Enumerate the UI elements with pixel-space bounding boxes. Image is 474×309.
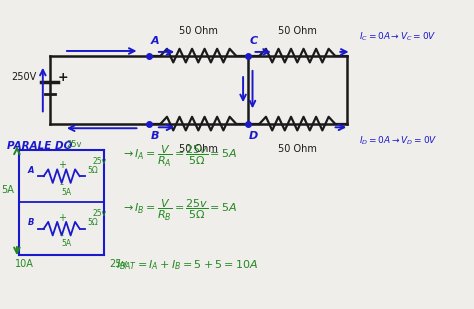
Text: 25v: 25v <box>109 259 127 269</box>
Text: A: A <box>151 36 160 46</box>
Text: B: B <box>28 218 34 227</box>
Text: 250V: 250V <box>11 72 36 82</box>
Text: 50 Ohm: 50 Ohm <box>278 26 317 36</box>
Text: C: C <box>249 36 257 46</box>
Text: 5Ω: 5Ω <box>88 166 98 175</box>
Text: -: - <box>60 179 64 189</box>
Text: 5Ω: 5Ω <box>88 218 98 227</box>
Text: A: A <box>28 166 34 175</box>
Text: 10A: 10A <box>15 259 33 269</box>
Text: $I_C=0A \rightarrow V_C= 0V$: $I_C=0A \rightarrow V_C= 0V$ <box>358 31 436 43</box>
Text: 50 Ohm: 50 Ohm <box>278 144 317 154</box>
Text: $\rightarrow I_A = \dfrac{V}{R_A} = \dfrac{25v}{5\Omega} = 5A$: $\rightarrow I_A = \dfrac{V}{R_A} = \dfr… <box>120 144 237 169</box>
Text: +: + <box>58 213 66 223</box>
Text: 5A: 5A <box>61 188 72 197</box>
Text: PARALE DO: PARALE DO <box>8 141 73 150</box>
Text: B: B <box>151 131 160 141</box>
Text: $I_{BAT} = I_A + I_B = 5+5 = 10A$: $I_{BAT} = I_A + I_B = 5+5 = 10A$ <box>116 258 258 272</box>
Text: $I_D=0A \rightarrow V_D= 0V$: $I_D=0A \rightarrow V_D= 0V$ <box>358 134 437 147</box>
Text: 5A: 5A <box>1 185 14 195</box>
Text: 25v: 25v <box>92 157 107 166</box>
Text: 5A: 5A <box>61 239 72 248</box>
Text: -: - <box>60 230 64 240</box>
Text: D: D <box>249 131 258 141</box>
Text: +: + <box>58 71 68 84</box>
Text: 25v: 25v <box>66 140 82 149</box>
Text: +: + <box>58 160 66 170</box>
Text: $\rightarrow I_B = \dfrac{V}{R_B} = \dfrac{25v}{5\Omega} = 5A$: $\rightarrow I_B = \dfrac{V}{R_B} = \dfr… <box>120 198 237 223</box>
Text: 50 Ohm: 50 Ohm <box>179 144 218 154</box>
Text: 50 Ohm: 50 Ohm <box>179 26 218 36</box>
Text: 25v: 25v <box>92 209 107 218</box>
